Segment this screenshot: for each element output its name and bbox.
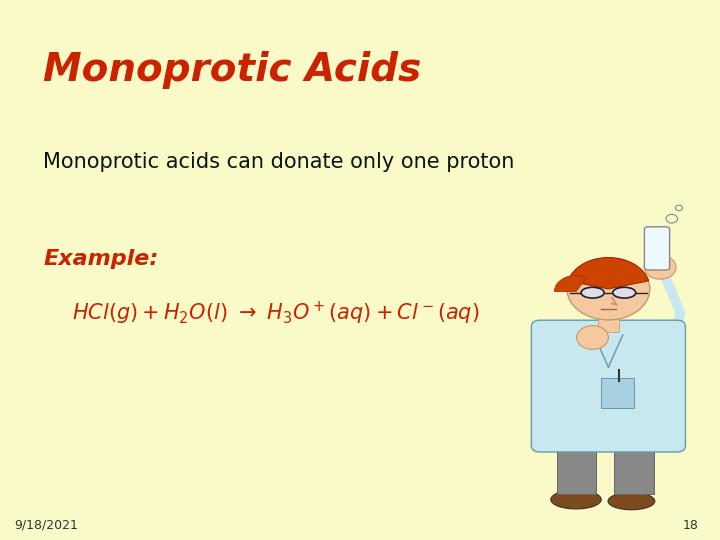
Ellipse shape bbox=[608, 492, 655, 510]
Ellipse shape bbox=[613, 287, 636, 298]
Bar bbox=[601, 378, 634, 408]
Circle shape bbox=[644, 255, 676, 279]
Wedge shape bbox=[568, 258, 649, 289]
Wedge shape bbox=[554, 275, 587, 292]
Text: Example:: Example: bbox=[43, 249, 158, 269]
Text: Monoprotic Acids: Monoprotic Acids bbox=[43, 51, 421, 89]
Ellipse shape bbox=[581, 287, 604, 298]
Text: Monoprotic acids can donate only one proton: Monoprotic acids can donate only one pro… bbox=[43, 152, 515, 172]
FancyBboxPatch shape bbox=[644, 227, 670, 270]
Ellipse shape bbox=[551, 490, 601, 509]
Bar bbox=[598, 310, 619, 332]
Text: 18: 18 bbox=[683, 519, 698, 532]
Ellipse shape bbox=[567, 258, 649, 320]
Circle shape bbox=[577, 326, 608, 349]
Text: $\mathit{HCl(g) + H_2O(l)\ \rightarrow\ H_3O^+(aq) + Cl^-(aq)}$: $\mathit{HCl(g) + H_2O(l)\ \rightarrow\ … bbox=[72, 300, 480, 327]
Bar bbox=[614, 440, 654, 494]
FancyBboxPatch shape bbox=[531, 320, 685, 452]
Text: 9/18/2021: 9/18/2021 bbox=[14, 519, 78, 532]
Bar bbox=[557, 440, 596, 494]
